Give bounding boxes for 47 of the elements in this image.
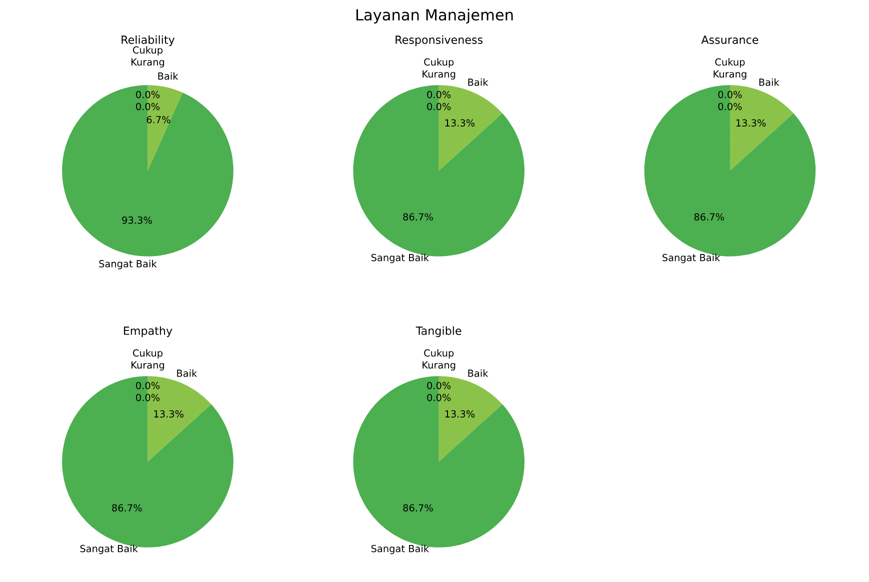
data-label: 13.3% xyxy=(445,119,475,127)
data-label: 13.3% xyxy=(154,410,184,418)
text: 0.0% xyxy=(718,102,742,110)
text: 0.0% xyxy=(718,90,742,98)
category-label: Kurang xyxy=(132,361,164,371)
chart-title: Responsiveness xyxy=(396,35,483,46)
category-label: Cukup xyxy=(132,349,163,359)
chart-title: Tangible xyxy=(416,326,462,338)
text: 0.0% xyxy=(427,90,451,98)
slice-label: Sangat Baik xyxy=(662,254,720,264)
slice-label: Baik xyxy=(759,78,780,86)
category-label: Cukup xyxy=(715,58,745,68)
category-label: Kurang xyxy=(714,70,746,80)
text: 0.0% xyxy=(427,102,451,110)
slice-label: Sangat Baik xyxy=(80,544,138,554)
text: 0.0% xyxy=(136,394,160,402)
category-label: Kurang xyxy=(422,70,456,80)
category-label: Kurang xyxy=(422,361,456,371)
text: Layanan Manajemen xyxy=(356,8,513,24)
slice-label: Baik xyxy=(177,369,198,377)
text: 0.0% xyxy=(427,382,451,390)
data-label: 13.3% xyxy=(445,410,475,418)
slice-label: Sangat Baik xyxy=(371,544,430,554)
category-label: Cukup xyxy=(424,58,454,68)
data-label: 86.7% xyxy=(403,213,433,221)
data-label: 6.7% xyxy=(146,116,170,124)
slice-label: Baik xyxy=(158,72,178,80)
category-label: Cukup xyxy=(424,349,454,359)
chart-title: Assurance xyxy=(701,36,758,44)
pie-slice xyxy=(62,85,234,256)
text: 0.0% xyxy=(427,394,451,402)
slice-label: Baik xyxy=(468,369,488,377)
text: 0.0% xyxy=(136,382,160,390)
slice-label: Sangat Baik xyxy=(99,260,157,270)
slice-label: Baik xyxy=(468,78,488,86)
category-label: Cukup xyxy=(132,46,163,56)
category-label: Kurang xyxy=(132,58,164,68)
data-label: 13.3% xyxy=(736,119,766,127)
text: 0.0% xyxy=(136,102,160,110)
chart-title: Reliability xyxy=(122,35,175,46)
text: 0.0% xyxy=(136,90,160,98)
data-label: 86.7% xyxy=(694,213,724,221)
data-label: 86.7% xyxy=(112,504,142,512)
data-label: 86.7% xyxy=(403,504,433,512)
data-label: 93.3% xyxy=(122,216,152,224)
slice-label: Sangat Baik xyxy=(371,254,430,264)
chart-title: Empathy xyxy=(124,326,172,338)
